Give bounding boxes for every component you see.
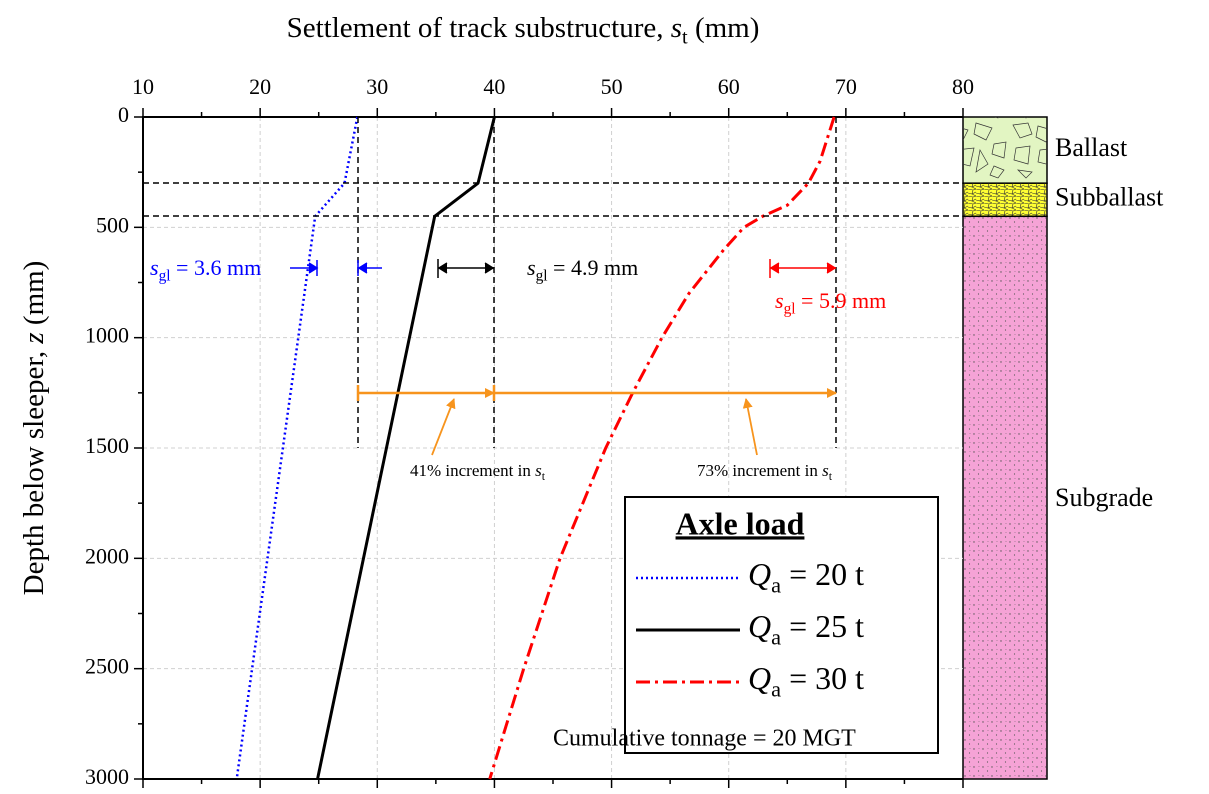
soil-texture xyxy=(963,117,1047,183)
text-part: = 4.9 mm xyxy=(548,255,639,280)
annotation: 41% increment in st xyxy=(410,461,546,483)
subscript: gl xyxy=(159,267,171,284)
y-tick-label: 2000 xyxy=(85,543,129,568)
text-part: 41% increment in xyxy=(410,461,535,480)
subscript: a xyxy=(771,677,781,702)
layer-label: Subballast xyxy=(1055,183,1164,212)
guide-lines xyxy=(143,117,963,448)
x-tick-label: 50 xyxy=(601,74,623,99)
text-part: = 20 t xyxy=(781,556,864,592)
x-tick-label: 80 xyxy=(952,74,974,99)
x-tick-label: 30 xyxy=(366,74,388,99)
subscript: a xyxy=(771,573,781,598)
x-tick-label: 20 xyxy=(249,74,271,99)
annotation: sgl = 3.6 mm xyxy=(150,255,261,284)
text-part: (mm) xyxy=(688,12,760,44)
annotation: sgl = 4.9 mm xyxy=(527,255,638,284)
y-tick-label: 1000 xyxy=(85,323,129,348)
text-part: 73% increment in xyxy=(697,461,822,480)
y-tick-label: 2500 xyxy=(85,654,129,679)
note: Cumulative tonnage = 20 MGT xyxy=(553,726,856,752)
symbol: s xyxy=(527,255,536,280)
legend-label: Qa = 25 t xyxy=(748,608,864,649)
subscript: t xyxy=(829,469,833,483)
symbol: Q xyxy=(748,660,771,696)
text-part: = 5.9 mm xyxy=(796,288,887,313)
x-tick-label: 10 xyxy=(132,74,154,99)
text-part: Depth below sleeper, xyxy=(18,344,50,596)
symbol: z xyxy=(18,332,50,344)
soil-texture xyxy=(963,183,1047,216)
text-part: = 3.6 mm xyxy=(171,255,262,280)
symbol: s xyxy=(775,288,784,313)
x-axis-title: Settlement of track substructure, st (mm… xyxy=(287,12,760,49)
x-tick-label: 70 xyxy=(835,74,857,99)
soil-texture xyxy=(963,216,1047,779)
y-tick-label: 0 xyxy=(118,102,129,127)
increment-arrows xyxy=(358,385,836,455)
x-tick-label: 60 xyxy=(718,74,740,99)
y-axis-title: Depth below sleeper, z (mm) xyxy=(18,261,50,596)
text-part: Settlement of track substructure, xyxy=(287,12,671,44)
text-part: = 30 t xyxy=(781,660,864,696)
y-tick-label: 3000 xyxy=(85,764,129,789)
subscript: gl xyxy=(536,267,548,284)
text-part: (mm) xyxy=(18,261,50,333)
symbol: s xyxy=(150,255,159,280)
subscript: a xyxy=(771,625,781,650)
annotations-layer xyxy=(143,117,963,753)
subscript: t xyxy=(542,469,546,483)
legend-title: Axle load xyxy=(676,505,805,541)
annotation: 73% increment in st xyxy=(697,461,833,483)
legend-label: Qa = 30 t xyxy=(748,660,864,701)
y-tick-label: 1500 xyxy=(85,433,129,458)
soil-column xyxy=(963,117,1047,779)
legend-label: Qa = 20 t xyxy=(748,556,864,597)
symbol: Q xyxy=(748,556,771,592)
symbol: s xyxy=(671,12,682,44)
text-part: = 25 t xyxy=(781,608,864,644)
layer-label: Ballast xyxy=(1055,133,1128,162)
subscript: gl xyxy=(784,300,796,317)
chart: Ballast Subballast Subgrade 10 20 30 40 50 60 70 8… xyxy=(0,0,1209,794)
x-tick-label: 40 xyxy=(483,74,505,99)
annotation: sgl = 5.9 mm xyxy=(775,288,886,317)
y-tick-label: 500 xyxy=(96,212,129,237)
symbol: Q xyxy=(748,608,771,644)
layer-label: Subgrade xyxy=(1055,483,1153,512)
